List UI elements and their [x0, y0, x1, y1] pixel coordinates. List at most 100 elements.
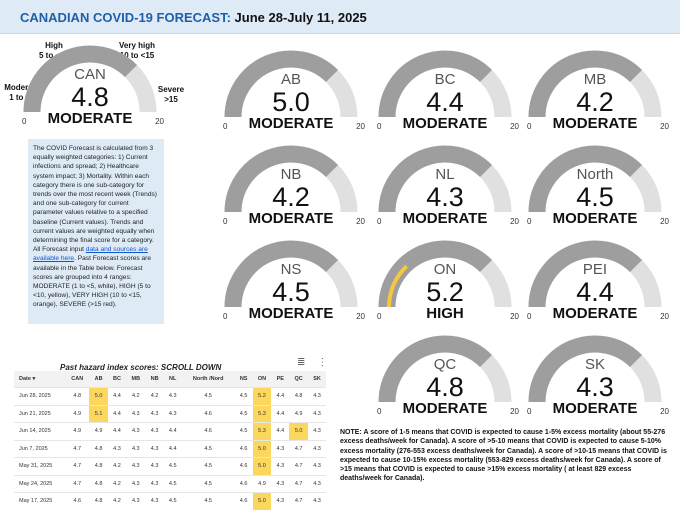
column-header[interactable]: QC — [289, 371, 309, 388]
table-cell: 4.5 — [163, 492, 182, 510]
gauge-min: 0 — [223, 122, 228, 131]
table-cell: 4.8 — [65, 387, 90, 405]
gauge-name: PEI — [582, 261, 608, 278]
table-cell: 4.7 — [65, 439, 90, 458]
table-cell: 4.3 — [145, 404, 164, 423]
filter-icon[interactable]: ≣ — [297, 357, 306, 368]
gauge-min: 0 — [527, 312, 532, 321]
table-cell: May 31, 2025 — [14, 457, 65, 475]
gauge-band — [23, 45, 138, 113]
more-vert-icon[interactable]: ⋮ — [317, 357, 328, 368]
gauge-band — [528, 145, 643, 213]
table-cell: 4.5 — [181, 457, 235, 475]
column-header[interactable]: BC — [107, 371, 127, 388]
table-cell: 4.4 — [271, 422, 290, 440]
gauge-min: 0 — [377, 217, 382, 226]
column-header[interactable]: PE — [271, 371, 290, 388]
table-cell: 4.5 — [181, 439, 235, 458]
gauge-band — [528, 335, 643, 403]
table-cell: Jun 14, 2025 — [14, 422, 65, 440]
column-header[interactable]: North /Nord — [181, 371, 235, 388]
table-cell: 4.3 — [145, 474, 164, 493]
data-sources-link[interactable]: data and sources are available here — [33, 246, 148, 263]
table-cell: 4.5 — [234, 422, 253, 440]
table-cell: Jun 7, 2025 — [14, 439, 65, 458]
column-header[interactable]: AB — [89, 371, 108, 388]
gauge-min: 0 — [223, 312, 228, 321]
table-cell: 4.7 — [65, 457, 90, 475]
table-cell: 5.0 — [252, 492, 272, 510]
table-cell: 4.3 — [271, 439, 290, 458]
table-cell: 4.6 — [181, 422, 235, 440]
title-prefix: CANADIAN COVID-19 FORECAST: — [20, 10, 231, 25]
gauge-level: MODERATE — [552, 305, 638, 322]
table-cell: 4.2 — [126, 387, 146, 405]
gauge-min: 0 — [377, 122, 382, 131]
table-cell: 4.7 — [289, 457, 309, 475]
gauge-qc: QC 4.8 MODERATE 0 20 — [375, 330, 519, 420]
table-cell: 4.2 — [145, 387, 164, 405]
table-cell: 4.3 — [308, 387, 326, 405]
column-header[interactable]: Date ▾ — [14, 371, 65, 388]
column-header[interactable]: NS — [234, 371, 253, 388]
gauge-on: ON 5.2 HIGH 0 20 — [375, 235, 519, 325]
table-cell: 4.6 — [234, 492, 253, 510]
table-cell: 4.2 — [107, 474, 127, 493]
table-cell: 4.3 — [271, 474, 290, 493]
table-cell: 4.2 — [107, 457, 127, 475]
column-header[interactable]: SK — [308, 371, 326, 388]
page-header: CANADIAN COVID-19 FORECAST: June 28-July… — [0, 0, 680, 34]
gauge-band — [528, 240, 643, 308]
legend-severe: Severe >15 — [157, 85, 185, 104]
gauge-level: MODERATE — [552, 115, 638, 132]
table-cell: 4.4 — [163, 422, 182, 440]
gauge-band — [378, 145, 493, 213]
gauge-level: MODERATE — [248, 210, 334, 227]
gauge-name: North — [576, 166, 614, 183]
table-cell: 4.9 — [65, 404, 90, 423]
mortality-note: NOTE: A score of 1-5 means that COVID is… — [340, 429, 667, 483]
table-cell: 5.0 — [252, 439, 272, 458]
gauge-arc — [378, 335, 512, 403]
gauge-ab: AB 5.0 MODERATE 0 20 — [221, 45, 365, 135]
gauge-value: 5.2 — [426, 277, 464, 307]
gauge-level: MODERATE — [248, 305, 334, 322]
gauge-nl: NL 4.3 MODERATE 0 20 — [375, 140, 519, 230]
table-cell: 4.5 — [181, 387, 235, 405]
table-cell: 4.3 — [163, 387, 182, 405]
gauge-min: 0 — [527, 407, 532, 416]
gauge-level: MODERATE — [552, 210, 638, 227]
gauge-north: North 4.5 MODERATE 0 20 — [525, 140, 669, 230]
table-cell: 4.8 — [89, 457, 108, 475]
gauge-arc — [528, 240, 662, 308]
table-cell: 5.2 — [252, 387, 272, 405]
gauge-min: 0 — [527, 122, 532, 131]
gauge-level: MODERATE — [47, 110, 133, 127]
column-header[interactable]: NL — [163, 371, 182, 388]
column-header[interactable]: ON — [252, 371, 272, 388]
gauge-mb: MB 4.2 MODERATE 0 20 — [525, 45, 669, 135]
column-header[interactable]: MB — [126, 371, 146, 388]
table-title: Past hazard index scores: SCROLL DOWN — [60, 363, 222, 372]
gauge-arc — [528, 335, 662, 403]
table-toolbar: ≣ ⋮ — [285, 357, 327, 368]
column-header[interactable]: CAN — [65, 371, 90, 388]
gauge-arc — [224, 240, 358, 308]
table-cell: 4.6 — [181, 404, 235, 423]
table-cell: May 17, 2025 — [14, 492, 65, 510]
gauge-max: 20 — [660, 312, 669, 321]
table-cell: 4.3 — [271, 457, 290, 475]
gauge-nb: NB 4.2 MODERATE 0 20 — [221, 140, 365, 230]
table-cell: 4.3 — [308, 439, 326, 458]
column-header[interactable]: NB — [145, 371, 164, 388]
gauge-value: 5.0 — [272, 87, 310, 117]
gauge-band — [528, 50, 643, 118]
past-scores-table[interactable]: Date ▾ CAN AB BC MB NB NL North /Nord NS ON PE QC SK… — [14, 371, 326, 510]
table-cell: 4.3 — [308, 474, 326, 493]
gauge-sk: SK 4.3 MODERATE 0 20 — [525, 330, 669, 420]
gauge-name: NB — [280, 166, 302, 183]
gauge-name: AB — [280, 71, 301, 88]
gauge-name: NS — [280, 261, 302, 278]
table-cell: 4.3 — [107, 439, 127, 458]
gauge-value: 4.4 — [576, 277, 614, 307]
